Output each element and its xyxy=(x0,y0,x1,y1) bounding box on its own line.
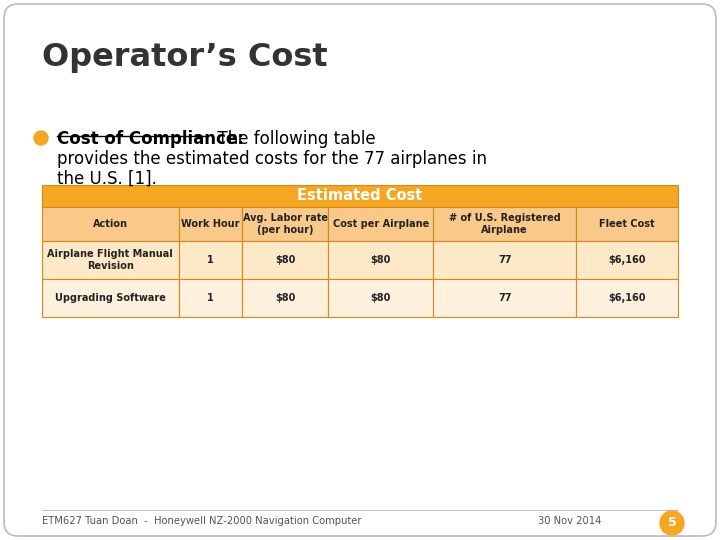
Text: 30 Nov 2014: 30 Nov 2014 xyxy=(538,516,601,526)
Text: 1: 1 xyxy=(207,293,214,303)
FancyBboxPatch shape xyxy=(4,4,716,536)
Text: Estimated Cost: Estimated Cost xyxy=(297,188,423,204)
Text: Cost per Airplane: Cost per Airplane xyxy=(333,219,429,229)
Text: 77: 77 xyxy=(498,293,511,303)
Text: $6,160: $6,160 xyxy=(608,255,646,265)
FancyBboxPatch shape xyxy=(42,185,678,207)
FancyBboxPatch shape xyxy=(433,279,576,317)
Text: 1: 1 xyxy=(207,255,214,265)
Text: provides the estimated costs for the 77 airplanes in: provides the estimated costs for the 77 … xyxy=(57,150,487,168)
FancyBboxPatch shape xyxy=(42,207,179,241)
FancyBboxPatch shape xyxy=(179,207,243,241)
FancyBboxPatch shape xyxy=(328,241,433,279)
Text: # of U.S. Registered
Airplane: # of U.S. Registered Airplane xyxy=(449,213,561,235)
Text: Action: Action xyxy=(93,219,128,229)
Text: the U.S. [1].: the U.S. [1]. xyxy=(57,170,157,188)
FancyBboxPatch shape xyxy=(179,279,243,317)
Text: Fleet Cost: Fleet Cost xyxy=(599,219,655,229)
Text: $80: $80 xyxy=(371,293,391,303)
Text: $80: $80 xyxy=(371,255,391,265)
Text: Cost of Compliance:: Cost of Compliance: xyxy=(57,130,244,148)
Text: Operator’s Cost: Operator’s Cost xyxy=(42,42,328,73)
FancyBboxPatch shape xyxy=(433,241,576,279)
FancyBboxPatch shape xyxy=(328,279,433,317)
FancyBboxPatch shape xyxy=(179,241,243,279)
Text: ETM627 Tuan Doan  -  Honeywell NZ-2000 Navigation Computer: ETM627 Tuan Doan - Honeywell NZ-2000 Nav… xyxy=(42,516,361,526)
FancyBboxPatch shape xyxy=(576,241,678,279)
FancyBboxPatch shape xyxy=(42,279,179,317)
Text: $80: $80 xyxy=(275,255,295,265)
Text: $80: $80 xyxy=(275,293,295,303)
Text: 77: 77 xyxy=(498,255,511,265)
Text: $6,160: $6,160 xyxy=(608,293,646,303)
Circle shape xyxy=(34,131,48,145)
Text: 5: 5 xyxy=(667,516,676,530)
FancyBboxPatch shape xyxy=(576,207,678,241)
FancyBboxPatch shape xyxy=(42,241,179,279)
Text: Work Hour: Work Hour xyxy=(181,219,240,229)
FancyBboxPatch shape xyxy=(243,241,328,279)
Circle shape xyxy=(660,511,684,535)
FancyBboxPatch shape xyxy=(576,279,678,317)
Text: Avg. Labor rate
(per hour): Avg. Labor rate (per hour) xyxy=(243,213,328,235)
FancyBboxPatch shape xyxy=(243,207,328,241)
Text: Airplane Flight Manual
Revision: Airplane Flight Manual Revision xyxy=(48,249,174,271)
FancyBboxPatch shape xyxy=(243,279,328,317)
FancyBboxPatch shape xyxy=(328,207,433,241)
Text: The following table: The following table xyxy=(207,130,376,148)
Text: Upgrading Software: Upgrading Software xyxy=(55,293,166,303)
FancyBboxPatch shape xyxy=(433,207,576,241)
